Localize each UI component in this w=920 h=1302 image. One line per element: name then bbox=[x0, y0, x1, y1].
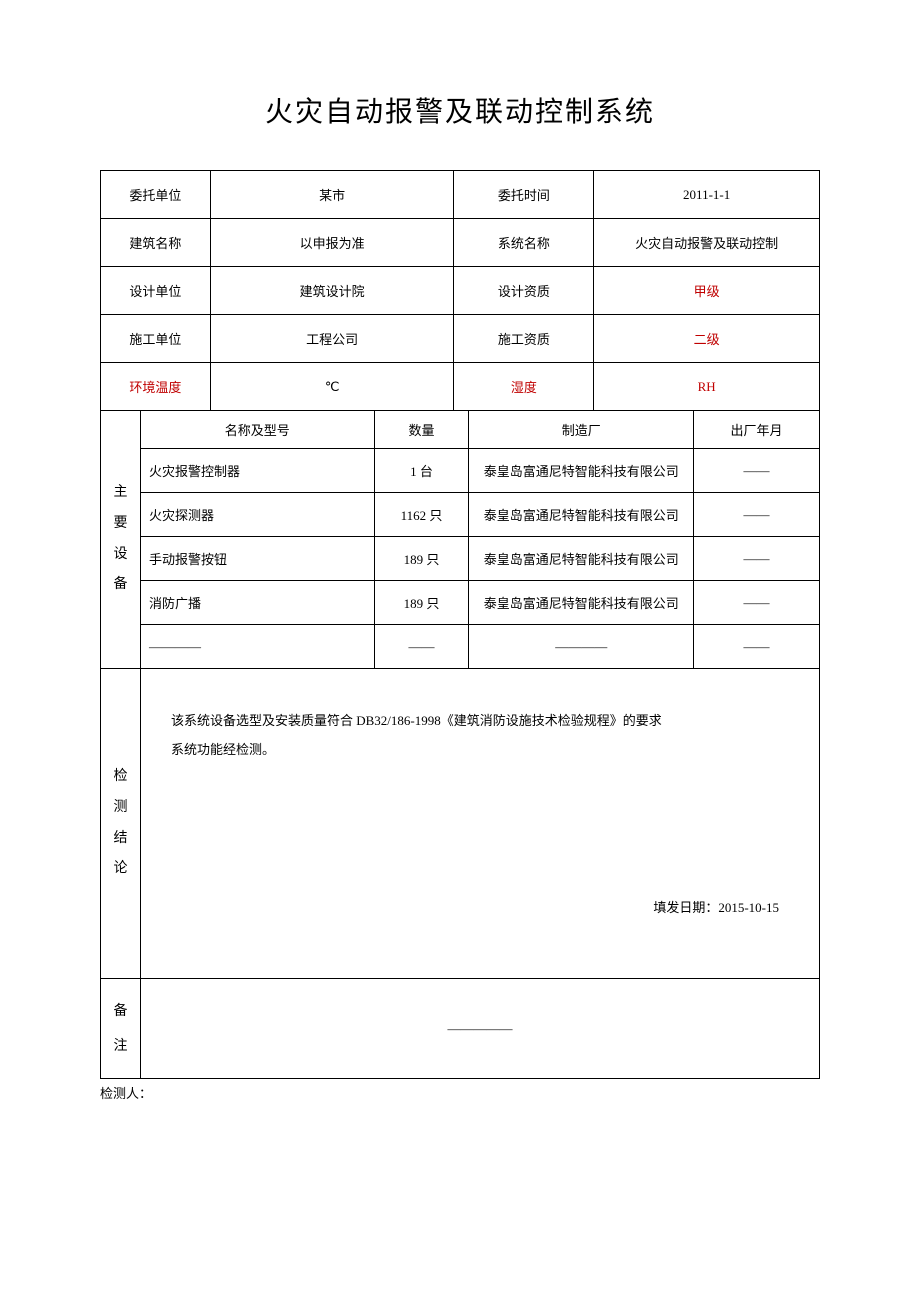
label-construct-qual: 施工资质 bbox=[454, 315, 594, 363]
equip-name: ———— bbox=[140, 625, 374, 669]
fill-date-label: 填发日期： bbox=[653, 900, 718, 915]
label-humidity: 湿度 bbox=[454, 363, 594, 411]
fill-date-value: 2015-10-15 bbox=[718, 900, 779, 915]
equip-maker: 泰皇岛富通尼特智能科技有限公司 bbox=[469, 537, 694, 581]
equip-name: 火灾探测器 bbox=[140, 493, 374, 537]
equip-maker: 泰皇岛富通尼特智能科技有限公司 bbox=[469, 581, 694, 625]
label-construct-unit: 施工单位 bbox=[101, 315, 211, 363]
equip-name: 火灾报警控制器 bbox=[140, 449, 374, 493]
label-entrust-time: 委托时间 bbox=[454, 171, 594, 219]
fill-date: 填发日期：2015-10-15 bbox=[653, 894, 779, 923]
value-design-unit: 建筑设计院 bbox=[210, 267, 454, 315]
label-design-unit: 设计单位 bbox=[101, 267, 211, 315]
equip-qty: 1 台 bbox=[374, 449, 469, 493]
equip-maker: 泰皇岛富通尼特智能科技有限公司 bbox=[469, 449, 694, 493]
value-construct-unit: 工程公司 bbox=[210, 315, 454, 363]
value-building-name: 以申报为准 bbox=[210, 219, 454, 267]
label-manufacturer: 制造厂 bbox=[469, 411, 694, 449]
equip-qty: 1162 只 bbox=[374, 493, 469, 537]
label-system-name: 系统名称 bbox=[454, 219, 594, 267]
remarks-cell: ————— bbox=[140, 979, 819, 1079]
equip-qty: 189 只 bbox=[374, 537, 469, 581]
table-row: ———— —— ———— —— bbox=[101, 625, 820, 669]
label-building-name: 建筑名称 bbox=[101, 219, 211, 267]
main-table: 委托单位 某市 委托时间 2011-1-1 建筑名称 以申报为准 系统名称 火灾… bbox=[100, 170, 820, 1079]
equip-qty: 189 只 bbox=[374, 581, 469, 625]
inspector-label: 检测人： bbox=[100, 1083, 820, 1102]
label-env-temp: 环境温度 bbox=[101, 363, 211, 411]
page-title: 火灾自动报警及联动控制系统 bbox=[100, 90, 820, 130]
conclusion-cell: 该系统设备选型及安装质量符合 DB32/186-1998《建筑消防设施技术检验规… bbox=[140, 669, 819, 979]
table-row: 主要设备 名称及型号 数量 制造厂 出厂年月 bbox=[101, 411, 820, 449]
value-system-name: 火灾自动报警及联动控制 bbox=[594, 219, 820, 267]
table-row: 消防广播 189 只 泰皇岛富通尼特智能科技有限公司 —— bbox=[101, 581, 820, 625]
label-main-equip: 主要设备 bbox=[101, 411, 141, 669]
value-entrust-unit: 某市 bbox=[210, 171, 454, 219]
table-row: 设计单位 建筑设计院 设计资质 甲级 bbox=[101, 267, 820, 315]
equip-date: —— bbox=[694, 537, 820, 581]
label-entrust-unit: 委托单位 bbox=[101, 171, 211, 219]
label-conclusion: 检测结论 bbox=[101, 669, 141, 979]
label-name-model: 名称及型号 bbox=[140, 411, 374, 449]
table-row: 建筑名称 以申报为准 系统名称 火灾自动报警及联动控制 bbox=[101, 219, 820, 267]
conclusion-line2: 系统功能经检测。 bbox=[171, 736, 789, 765]
table-row: 委托单位 某市 委托时间 2011-1-1 bbox=[101, 171, 820, 219]
label-design-qual: 设计资质 bbox=[454, 267, 594, 315]
equip-qty: —— bbox=[374, 625, 469, 669]
value-env-temp: ℃ bbox=[210, 363, 454, 411]
equip-name: 消防广播 bbox=[140, 581, 374, 625]
label-quantity: 数量 bbox=[374, 411, 469, 449]
equip-date: —— bbox=[694, 625, 820, 669]
value-humidity: RH bbox=[594, 363, 820, 411]
label-remarks: 备注 bbox=[101, 979, 141, 1079]
table-row: 备注 ————— bbox=[101, 979, 820, 1079]
equip-date: —— bbox=[694, 581, 820, 625]
table-row: 火灾探测器 1162 只 泰皇岛富通尼特智能科技有限公司 —— bbox=[101, 493, 820, 537]
value-construct-qual: 二级 bbox=[594, 315, 820, 363]
table-row: 环境温度 ℃ 湿度 RH bbox=[101, 363, 820, 411]
value-design-qual: 甲级 bbox=[594, 267, 820, 315]
table-row: 火灾报警控制器 1 台 泰皇岛富通尼特智能科技有限公司 —— bbox=[101, 449, 820, 493]
equip-date: —— bbox=[694, 493, 820, 537]
equip-name: 手动报警按钮 bbox=[140, 537, 374, 581]
value-entrust-time: 2011-1-1 bbox=[594, 171, 820, 219]
table-row: 手动报警按钮 189 只 泰皇岛富通尼特智能科技有限公司 —— bbox=[101, 537, 820, 581]
equip-maker: ———— bbox=[469, 625, 694, 669]
table-row: 施工单位 工程公司 施工资质 二级 bbox=[101, 315, 820, 363]
conclusion-line1: 该系统设备选型及安装质量符合 DB32/186-1998《建筑消防设施技术检验规… bbox=[171, 707, 789, 736]
equip-date: —— bbox=[694, 449, 820, 493]
label-produce-date: 出厂年月 bbox=[694, 411, 820, 449]
equip-maker: 泰皇岛富通尼特智能科技有限公司 bbox=[469, 493, 694, 537]
table-row: 检测结论 该系统设备选型及安装质量符合 DB32/186-1998《建筑消防设施… bbox=[101, 669, 820, 979]
